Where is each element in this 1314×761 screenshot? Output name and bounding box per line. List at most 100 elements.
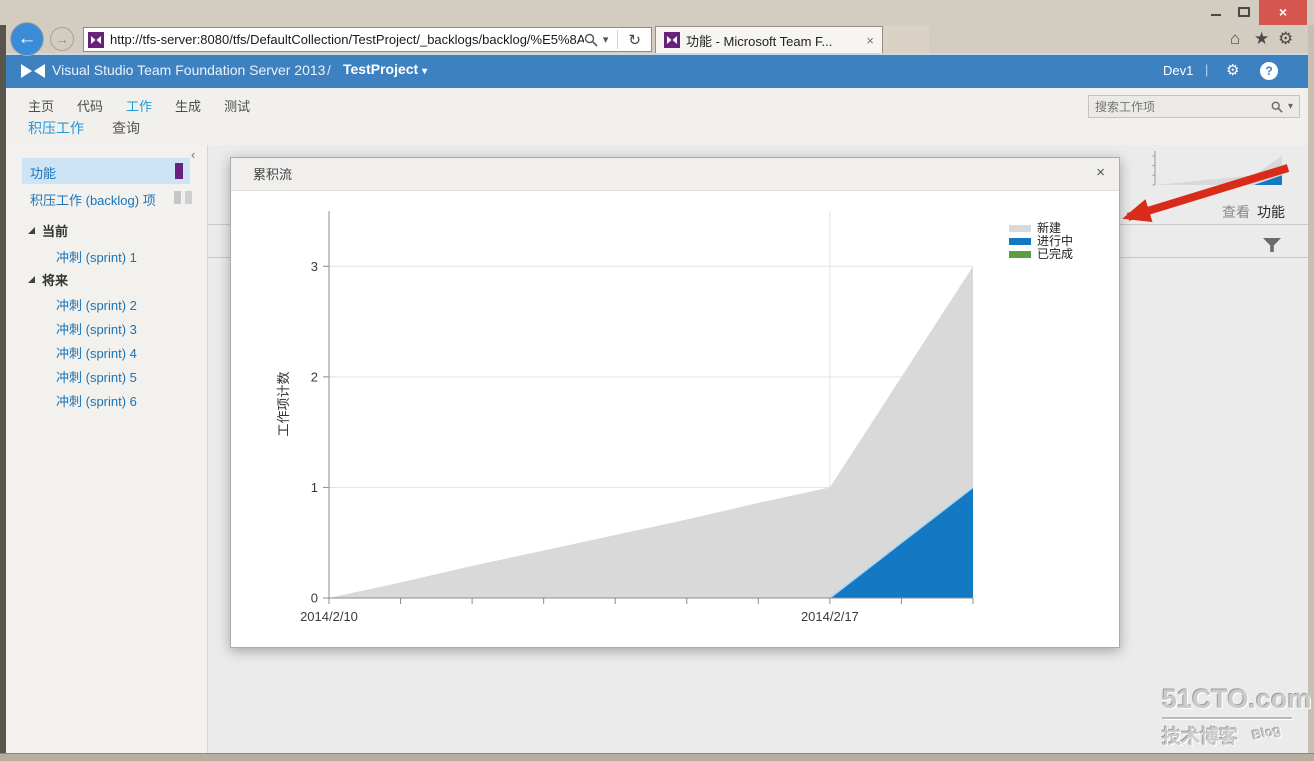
pivot-queries[interactable]: 查询: [112, 120, 140, 136]
svg-text:2: 2: [311, 369, 318, 384]
maximize-icon: [1238, 7, 1250, 17]
view-label: 查看: [1222, 204, 1250, 220]
pivot-backlog[interactable]: 积压工作: [28, 118, 84, 149]
svg-text:2014/2/10: 2014/2/10: [300, 609, 358, 624]
close-window-button[interactable]: ×: [1259, 0, 1307, 25]
legend-item: 已完成: [1009, 248, 1073, 261]
legend-label: 进行中: [1037, 234, 1074, 248]
backlog-color-swatch: [185, 191, 192, 204]
dialog-body: 0 1 2 3 2014/2/10 2014/2/17 工作项计数 新建 进行中 已完成: [231, 191, 1119, 647]
maximize-button[interactable]: [1231, 0, 1257, 24]
address-bar-separator: [617, 30, 619, 49]
tab-work[interactable]: 工作: [126, 99, 153, 114]
backlog-color-swatch: [174, 191, 181, 204]
tree-item-sprint1[interactable]: 冲刺 (sprint) 1: [56, 250, 137, 265]
hub-nav: 主页 代码 工作 生成 测试: [28, 96, 250, 115]
window-edge: [0, 25, 6, 761]
watermark-underline: [1162, 717, 1292, 719]
project-menu[interactable]: TestProject ▾: [343, 61, 427, 77]
svg-text:3: 3: [311, 259, 318, 274]
settings-gear-icon[interactable]: ⚙: [1226, 62, 1240, 79]
new-tab-area[interactable]: [883, 26, 929, 53]
dialog-titlebar: 累积流 ×: [231, 158, 1119, 191]
tree-item-sprint3[interactable]: 冲刺 (sprint) 3: [56, 322, 137, 337]
tree-item-sprint6[interactable]: 冲刺 (sprint) 6: [56, 394, 137, 409]
work-item-search-box[interactable]: ▾: [1088, 95, 1300, 118]
sidebar-item-features[interactable]: 功能: [22, 158, 190, 184]
legend-item: 新建: [1009, 222, 1073, 235]
svg-text:0: 0: [311, 591, 318, 606]
favorites-star-icon[interactable]: ★: [1254, 29, 1270, 48]
tree-group-label: 当前: [42, 224, 69, 239]
project-caret-icon: ▾: [422, 66, 428, 77]
address-dropdown-icon[interactable]: ▾: [602, 34, 609, 46]
legend-swatch: [1009, 238, 1031, 245]
search-icon[interactable]: [1271, 101, 1283, 113]
vs-favicon: [664, 32, 680, 48]
sidebar-item-backlog[interactable]: 积压工作 (backlog) 项: [22, 186, 192, 210]
tab-title: 功能 - Microsoft Team F...: [686, 33, 833, 49]
tab-code[interactable]: 代码: [77, 99, 104, 114]
refresh-icon[interactable]: ↻: [628, 31, 641, 49]
window-edge: [1308, 25, 1314, 761]
vs-logo: [21, 64, 45, 78]
sidebar-divider: [207, 145, 208, 753]
minimize-button[interactable]: [1203, 0, 1229, 24]
svg-text:工作项计数: 工作项计数: [276, 371, 291, 436]
thumbnail-chart: [1152, 151, 1282, 186]
watermark: 51CTO.com 技术博客 Blog: [1162, 684, 1312, 749]
page-top-border: [6, 53, 1308, 55]
tab-home[interactable]: 主页: [28, 99, 55, 114]
tab-test[interactable]: 测试: [224, 99, 251, 114]
vs-favicon: [88, 31, 104, 48]
header-divider: |: [1205, 62, 1209, 77]
work-item-search-input[interactable]: [1095, 99, 1271, 114]
legend-item: 进行中: [1009, 235, 1073, 248]
watermark-tag: Blog: [1251, 722, 1283, 743]
tfs-header-bar: [6, 55, 1308, 88]
search-icon[interactable]: [584, 33, 598, 47]
legend-swatch: [1009, 225, 1031, 232]
watermark-subtitle: 技术博客: [1162, 727, 1239, 748]
tree-item-sprint4[interactable]: 冲刺 (sprint) 4: [56, 346, 137, 361]
svg-text:1: 1: [311, 480, 318, 495]
view-selector[interactable]: 功能: [1257, 204, 1285, 220]
window-edge: [0, 753, 1314, 761]
sidebar-item-label: 积压工作 (backlog) 项: [30, 193, 156, 208]
expanded-triangle-icon: [28, 227, 35, 234]
tools-gear-icon[interactable]: ⚙: [1278, 29, 1294, 48]
pivot-nav: 积压工作 查询: [28, 118, 140, 149]
cumulative-flow-dialog: 累积流 × 0 1 2 3 2014/2/10 2014/2/17 工作项计数 新建 进行中已…: [230, 157, 1120, 648]
sidebar-collapse-icon[interactable]: ‹: [191, 147, 196, 162]
search-dropdown-icon[interactable]: ▾: [1287, 101, 1293, 112]
features-color-swatch: [175, 163, 183, 179]
breadcrumb-separator: /: [327, 62, 331, 78]
project-name: TestProject: [343, 61, 419, 77]
sidebar: [6, 145, 207, 753]
tab-close-icon[interactable]: ×: [866, 32, 874, 48]
browser-tab[interactable]: 功能 - Microsoft Team F... ×: [655, 26, 883, 53]
url-text: http://tfs-server:8080/tfs/DefaultCollec…: [110, 32, 584, 47]
user-menu[interactable]: Dev1: [1163, 63, 1194, 78]
tree-item-sprint2[interactable]: 冲刺 (sprint) 2: [56, 298, 137, 313]
tab-build[interactable]: 生成: [175, 99, 202, 114]
tree-group-label: 将来: [42, 273, 69, 288]
tree-group-current[interactable]: 当前: [28, 221, 68, 240]
dialog-close-icon[interactable]: ×: [1096, 164, 1105, 181]
watermark-title: 51CTO.com: [1162, 684, 1312, 714]
legend-swatch: [1009, 251, 1031, 258]
home-icon[interactable]: ⌂: [1230, 29, 1241, 48]
tree-group-future[interactable]: 将来: [28, 270, 68, 289]
address-bar[interactable]: http://tfs-server:8080/tfs/DefaultCollec…: [83, 27, 652, 52]
expanded-triangle-icon: [28, 276, 35, 283]
filter-funnel-icon[interactable]: [1262, 237, 1282, 253]
tree-item-sprint5[interactable]: 冲刺 (sprint) 5: [56, 370, 137, 385]
back-button[interactable]: ←: [10, 22, 44, 56]
legend-label: 已完成: [1037, 247, 1074, 261]
cumulative-flow-thumbnail[interactable]: [1150, 147, 1288, 190]
forward-button[interactable]: →: [50, 27, 74, 51]
cumulative-flow-chart: 0 1 2 3 2014/2/10 2014/2/17 工作项计数: [276, 211, 974, 624]
product-title: Visual Studio Team Foundation Server 201…: [52, 62, 326, 78]
svg-text:2014/2/17: 2014/2/17: [801, 609, 859, 624]
help-icon[interactable]: ?: [1260, 62, 1278, 80]
